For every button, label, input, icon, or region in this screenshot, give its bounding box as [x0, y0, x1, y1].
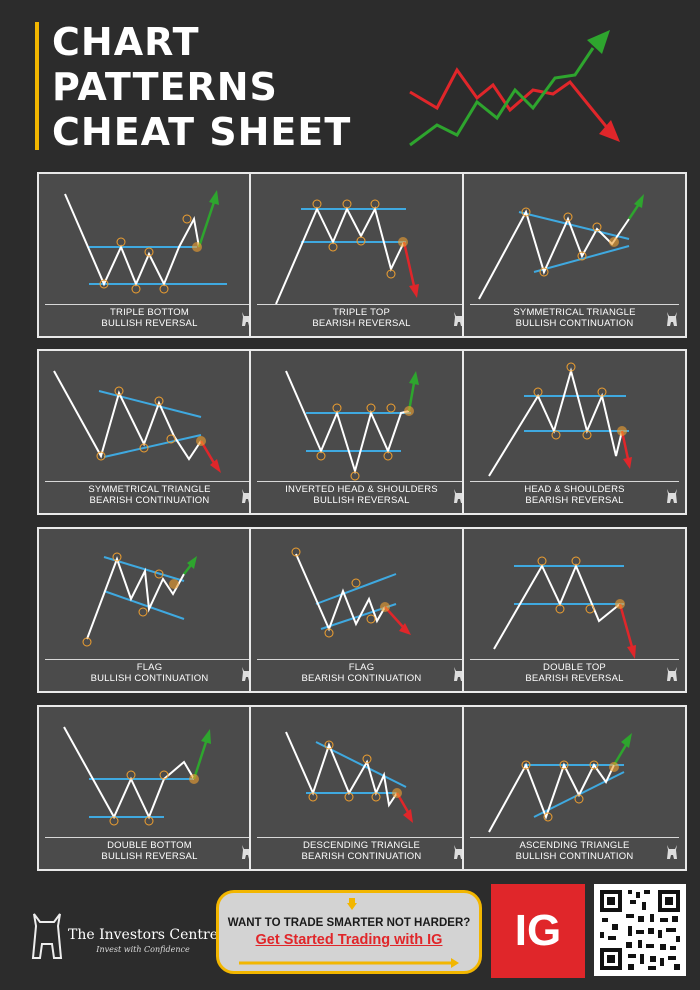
- pattern-caption: SYMMETRICAL TRIANGLE BEARISH CONTINUATION: [45, 481, 254, 508]
- pattern-name: DOUBLE TOP: [543, 662, 606, 673]
- qr-code-icon: [600, 890, 680, 970]
- pattern-caption: SYMMETRICAL TRIANGLE BULLISH CONTINUATION: [470, 304, 679, 331]
- hero-trend-illustration: [409, 30, 620, 147]
- pattern-card-flag-bullish: FLAG BULLISH CONTINUATION: [37, 527, 262, 693]
- brand-name: The Investors Centre: [68, 927, 219, 943]
- pattern-caption: TRIPLE BOTTOM BULLISH REVERSAL: [45, 304, 254, 331]
- triple-bottom-diagram: [64, 190, 227, 294]
- pattern-name: TRIPLE TOP: [332, 307, 391, 318]
- page-title: CHART PATTERNS CHEAT SHEET: [52, 20, 351, 155]
- arrow-down-icon: [347, 898, 357, 910]
- pattern-type: BEARISH CONTINUATION: [89, 494, 210, 506]
- title-accent-bar: [35, 22, 39, 150]
- qr-code[interactable]: [594, 884, 686, 976]
- inverted-head-shoulders-diagram: [285, 370, 419, 481]
- pattern-caption: FLAG BEARISH CONTINUATION: [257, 659, 466, 686]
- pattern-card-ascending-triangle: ASCENDING TRIANGLE BULLISH CONTINUATION: [462, 705, 687, 871]
- pattern-caption: INVERTED HEAD & SHOULDERS BULLISH REVERSA…: [257, 481, 466, 508]
- pattern-card-inverted-head-shoulders: INVERTED HEAD & SHOULDERS BULLISH REVERSA…: [249, 349, 474, 515]
- cta-question: WANT TO TRADE SMARTER NOT HARDER?: [227, 917, 471, 929]
- cta-banner[interactable]: WANT TO TRADE SMARTER NOT HARDER? Get St…: [216, 890, 482, 974]
- pattern-caption: HEAD & SHOULDERS BEARISH REVERSAL: [470, 481, 679, 508]
- brand-tagline: Invest with Confidence: [96, 945, 190, 954]
- bull-icon: [667, 667, 677, 681]
- title-line-2: PATTERNS: [52, 65, 278, 109]
- pattern-card-flag-bearish: FLAG BEARISH CONTINUATION: [249, 527, 474, 693]
- bull-icon: [454, 667, 464, 681]
- pattern-card-triple-bottom: TRIPLE BOTTOM BULLISH REVERSAL: [37, 172, 262, 338]
- triple-top-diagram: [275, 199, 419, 305]
- symmetrical-triangle-bullish-diagram: [478, 194, 644, 300]
- pattern-name: INVERTED HEAD & SHOULDERS: [285, 484, 438, 495]
- bull-icon: [454, 312, 464, 326]
- pattern-name: HEAD & SHOULDERS: [524, 484, 625, 495]
- brand-block: The Investors Centre Invest with Confide…: [68, 927, 218, 954]
- pattern-caption: DESCENDING TRIANGLE BEARISH CONTINUATION: [257, 837, 466, 864]
- pattern-type: BULLISH REVERSAL: [313, 494, 410, 506]
- pattern-caption: DOUBLE BOTTOM BULLISH REVERSAL: [45, 837, 254, 864]
- head-shoulders-diagram: [488, 362, 632, 477]
- pattern-card-descending-triangle: DESCENDING TRIANGLE BEARISH CONTINUATION: [249, 705, 474, 871]
- pattern-type: BULLISH REVERSAL: [101, 850, 198, 862]
- pattern-type: BEARISH REVERSAL: [312, 317, 411, 329]
- pattern-name: TRIPLE BOTTOM: [110, 307, 189, 318]
- pattern-caption: TRIPLE TOP BEARISH REVERSAL: [257, 304, 466, 331]
- pattern-type: BULLISH REVERSAL: [101, 317, 198, 329]
- pattern-card-head-shoulders: HEAD & SHOULDERS BEARISH REVERSAL: [462, 349, 687, 515]
- title-line-3: CHEAT SHEET: [52, 110, 352, 154]
- pattern-caption: DOUBLE TOP BEARISH REVERSAL: [470, 659, 679, 686]
- descending-triangle-diagram: [285, 731, 413, 823]
- bull-icon: [667, 489, 677, 503]
- pattern-name: DESCENDING TRIANGLE: [302, 840, 421, 851]
- pattern-type: BULLISH CONTINUATION: [515, 850, 634, 862]
- double-bottom-diagram: [63, 726, 211, 826]
- pattern-caption: ASCENDING TRIANGLE BULLISH CONTINUATION: [470, 837, 679, 864]
- symmetrical-triangle-bearish-diagram: [53, 370, 221, 473]
- flag-bullish-diagram: [82, 552, 197, 647]
- pattern-type: BEARISH REVERSAL: [525, 494, 624, 506]
- cta-link[interactable]: Get Started Trading with IG: [255, 932, 443, 948]
- arrow-right-icon: [239, 958, 459, 968]
- pattern-name: FLAG: [136, 662, 163, 673]
- bull-icon: [667, 845, 677, 859]
- pattern-name: FLAG: [348, 662, 375, 673]
- flag-bearish-diagram: [291, 547, 411, 638]
- title-line-1: CHART: [52, 20, 200, 64]
- pattern-card-double-bottom: DOUBLE BOTTOM BULLISH REVERSAL: [37, 705, 262, 871]
- bull-logo-icon: [31, 913, 63, 959]
- pattern-type: BULLISH CONTINUATION: [515, 317, 634, 329]
- pattern-card-symmetrical-triangle-bearish: SYMMETRICAL TRIANGLE BEARISH CONTINUATION: [37, 349, 262, 515]
- pattern-card-triple-top: TRIPLE TOP BEARISH REVERSAL: [249, 172, 474, 338]
- pattern-name: SYMMETRICAL TRIANGLE: [88, 484, 211, 495]
- pattern-type: BEARISH CONTINUATION: [301, 850, 422, 862]
- bull-icon: [454, 489, 464, 503]
- pattern-caption: FLAG BULLISH CONTINUATION: [45, 659, 254, 686]
- pattern-type: BEARISH CONTINUATION: [301, 672, 422, 684]
- pattern-name: DOUBLE BOTTOM: [107, 840, 192, 851]
- pattern-name: ASCENDING TRIANGLE: [519, 840, 630, 851]
- pattern-card-symmetrical-triangle-bullish: SYMMETRICAL TRIANGLE BULLISH CONTINUATION: [462, 172, 687, 338]
- ig-logo[interactable]: IG: [491, 884, 585, 978]
- pattern-name: SYMMETRICAL TRIANGLE: [513, 307, 636, 318]
- pattern-type: BULLISH CONTINUATION: [90, 672, 209, 684]
- double-top-diagram: [493, 556, 636, 659]
- pattern-card-double-top: DOUBLE TOP BEARISH REVERSAL: [462, 527, 687, 693]
- ascending-triangle-diagram: [488, 733, 632, 833]
- bull-icon: [454, 845, 464, 859]
- bull-icon: [667, 312, 677, 326]
- pattern-type: BEARISH REVERSAL: [525, 672, 624, 684]
